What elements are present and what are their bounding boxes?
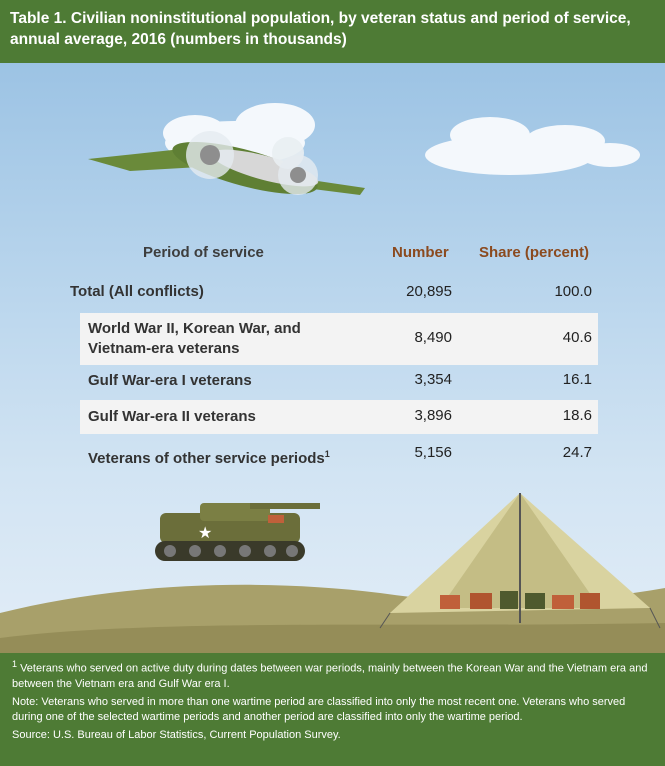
tent — [379, 493, 661, 629]
table-row: Veterans of other service periods1 5,156… — [80, 437, 598, 471]
row-label: Gulf War-era II veterans — [88, 408, 256, 425]
footnote-marker: 1 — [324, 449, 330, 459]
footnote-note: Note: Veterans who served in more than o… — [12, 695, 626, 723]
row-share: 40.6 — [562, 329, 592, 346]
row-label: World War II, Korean War, and — [88, 320, 301, 337]
header-share: Share (percent) — [479, 244, 590, 261]
row-number: 8,490 — [414, 329, 452, 346]
illustration-background: ★ Period of service Number Share (percen… — [0, 63, 665, 653]
tank: ★ — [155, 503, 320, 561]
total-number: 20,895 — [406, 283, 452, 300]
footnote-source: Source: U.S. Bureau of Labor Statistics,… — [12, 728, 341, 741]
header-period: Period of service — [143, 244, 264, 261]
cloud-right — [425, 117, 640, 175]
footnote-1-text: Veterans who served on active duty durin… — [12, 662, 648, 690]
footnote-1: 1 Veterans who served on active duty dur… — [12, 657, 653, 692]
row-share: 18.6 — [562, 407, 592, 424]
total-label: Total (All conflicts) — [70, 283, 204, 300]
table-title: Table 1. Civilian noninstitutional popul… — [0, 0, 665, 63]
total-row: Total (All conflicts) 20,895 100.0 — [0, 283, 665, 309]
row-share: 16.1 — [562, 371, 592, 388]
bomber-plane — [88, 131, 365, 195]
table-row: Gulf War-era II veterans 3,896 18.6 — [80, 400, 598, 434]
footnotes: 1 Veterans who served on active duty dur… — [0, 653, 665, 766]
total-share: 100.0 — [554, 283, 592, 300]
row-label: Vietnam-era veterans — [88, 340, 240, 357]
row-number: 5,156 — [414, 444, 452, 461]
table-row: World War II, Korean War, and Vietnam-er… — [80, 313, 598, 365]
row-label: Veterans of other service periods1 — [88, 444, 330, 469]
row-label-text: Veterans of other service periods — [88, 450, 325, 467]
table-row: Gulf War-era I veterans 3,354 16.1 — [80, 365, 598, 397]
svg-text:★: ★ — [198, 523, 212, 542]
header-number: Number — [392, 244, 449, 261]
row-number: 3,896 — [414, 407, 452, 424]
row-number: 3,354 — [414, 371, 452, 388]
row-label: Gulf War-era I veterans — [88, 372, 252, 389]
row-share: 24.7 — [562, 444, 592, 461]
footnote-1-mark: 1 — [12, 659, 18, 669]
military-scene-illustration: ★ — [0, 103, 665, 653]
